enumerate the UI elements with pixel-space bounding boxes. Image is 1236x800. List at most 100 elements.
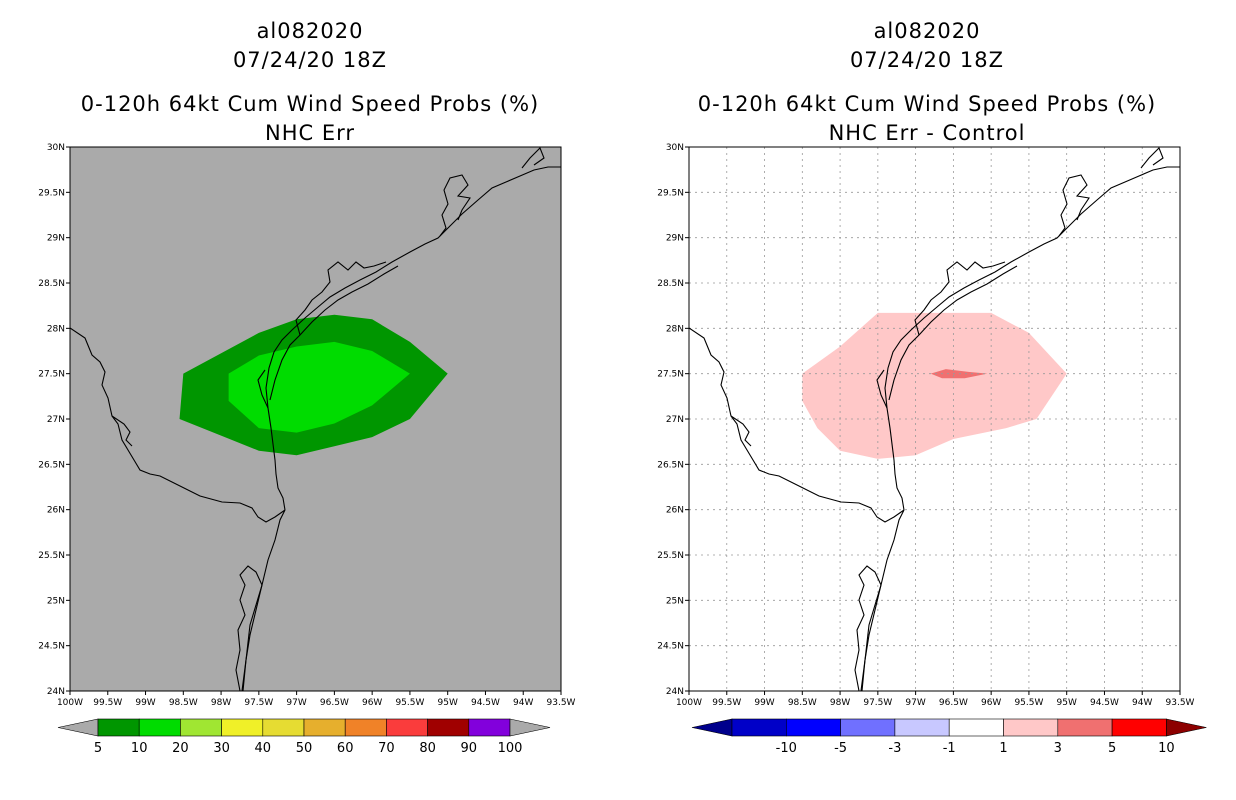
left-coastline [70,147,561,691]
right-lon-label: 99W [754,698,774,708]
right-colorbar-segment [894,718,950,737]
right-subtitle: NHC Err - Control [828,121,1026,145]
left-lat-label: 26N [47,506,65,516]
right-lat-label: 28.5N [657,279,684,289]
right-colorbar-label: -5 [834,741,847,756]
right-lon-label: 97W [905,698,925,708]
right-lon-ticks: 100W 99.5W 99W 98.5W 98W 97.5W 97W 96.5W 96W 95.5… [676,691,1195,708]
left-title: 0-120h 64kt Cum Wind Speed Probs (%) [80,92,540,116]
right-colorbar-label: -1 [943,741,956,756]
left-colorbar: 5 10 20 30 40 50 60 70 80 90 100 [57,718,551,756]
left-colorbar-label: 5 [94,741,102,756]
right-map-panel: 30N 29.5N 29N 28.5N 28N 27.5N 27N 26.5N 26N 25.5N… [657,143,1194,708]
left-lat-label: 28.5N [38,279,65,289]
left-colorbar-label: 100 [498,741,523,756]
left-lat-label: 24.5N [38,642,65,652]
left-colorbar-right-end [509,718,551,737]
right-contour-1-to-3 [802,312,1067,459]
right-storm-id: al082020 [873,19,981,43]
left-colorbar-label: 90 [461,741,478,756]
right-lon-label: 95.5W [1014,698,1043,708]
right-lat-label: 29N [666,234,684,244]
right-coastline [689,147,1180,691]
left-colorbar-label: 20 [172,741,189,756]
left-lat-label: 27N [47,415,65,425]
left-colorbar-label: 70 [378,741,395,756]
left-lon-label: 100W [57,698,83,708]
left-colorbar-left-end [57,718,99,737]
right-colorbar: -10 -5 -3 -1 1 3 5 10 [691,718,1207,756]
right-colorbar-label: -3 [888,741,901,756]
right-lat-label: 24N [666,687,684,697]
right-lat-label: 25N [666,596,684,606]
left-colorbar-label: 10 [131,741,148,756]
left-colorbar-label: 50 [296,741,313,756]
right-lat-label: 28N [666,324,684,334]
left-lat-label: 24N [47,687,65,697]
left-lon-label: 98.5W [169,698,198,708]
right-colorbar-segment [1111,718,1167,737]
right-lon-label: 97.5W [863,698,892,708]
right-colorbar-label: -10 [776,741,797,756]
left-lon-label: 96.5W [320,698,349,708]
right-lat-label: 29.5N [657,188,684,198]
left-lat-label: 30N [47,143,65,153]
right-lon-label: 95W [1057,698,1077,708]
left-colorbar-segment [262,718,305,737]
right-lon-label: 96.5W [939,698,968,708]
left-subtitle: NHC Err [264,121,355,145]
right-lat-label: 30N [666,143,684,153]
right-lat-label: 24.5N [657,642,684,652]
right-lon-label: 100W [676,698,702,708]
left-lon-label: 94.5W [471,698,500,708]
left-lat-label: 26.5N [38,460,65,470]
left-lon-label: 99.5W [93,698,122,708]
left-lat-label: 29.5N [38,188,65,198]
left-lon-label: 97.5W [244,698,273,708]
right-colorbar-label: 5 [1108,741,1116,756]
right-colorbar-segment [948,718,1004,737]
right-colorbar-segment [731,718,787,737]
right-lon-label: 99.5W [712,698,741,708]
left-colorbar-segment [427,718,470,737]
left-lon-label: 96W [362,698,382,708]
right-lat-label: 25.5N [657,551,684,561]
left-lat-label: 29N [47,234,65,244]
left-lon-label: 97W [286,698,306,708]
left-map-panel: 30N 29.5N 29N 28.5N 28N 27.5N 27N 26.5N 26N 25.5N… [38,143,575,708]
right-title: 0-120h 64kt Cum Wind Speed Probs (%) [697,92,1157,116]
left-colorbar-segment [344,718,387,737]
left-storm-id: al082020 [256,19,364,43]
right-colorbar-segment [840,718,896,737]
right-lon-label: 98.5W [788,698,817,708]
left-lat-label: 28N [47,324,65,334]
left-colorbar-segment [97,718,140,737]
right-lon-label: 94.5W [1090,698,1119,708]
right-colorbar-segment [1003,718,1059,737]
left-lat-label: 25.5N [38,551,65,561]
right-gridlines [689,147,1180,691]
right-colorbar-left-end [691,718,733,737]
right-lon-label: 93.5W [1166,698,1195,708]
left-lat-ticks: 30N 29.5N 29N 28.5N 28N 27.5N 27N 26.5N 26N 25.5N… [38,143,70,697]
left-colorbar-label: 40 [255,741,272,756]
left-lat-label: 27.5N [38,370,65,380]
right-lon-label: 94W [1132,698,1152,708]
right-colorbar-right-end [1166,718,1207,737]
left-lon-ticks: 100W 99.5W 99W 98.5W 98W 97.5W 97W 96.5W 96W 95.5… [57,691,576,708]
right-lat-ticks: 30N 29.5N 29N 28.5N 28N 27.5N 27N 26.5N 26N 25.5N… [657,143,689,697]
left-colorbar-label: 60 [337,741,354,756]
left-colorbar-segment [468,718,511,737]
left-colorbar-segment [180,718,222,737]
right-lat-label: 26.5N [657,460,684,470]
left-colorbar-segment [303,718,346,737]
left-lon-label: 94W [513,698,533,708]
right-lon-label: 98W [830,698,850,708]
right-lat-label: 26N [666,506,684,516]
right-lat-label: 27.5N [657,370,684,380]
right-lon-label: 96W [981,698,1001,708]
right-colorbar-segment [1057,718,1113,737]
left-lon-label: 93.5W [547,698,576,708]
left-colorbar-label: 30 [213,741,230,756]
right-colorbar-label: 3 [1054,741,1062,756]
